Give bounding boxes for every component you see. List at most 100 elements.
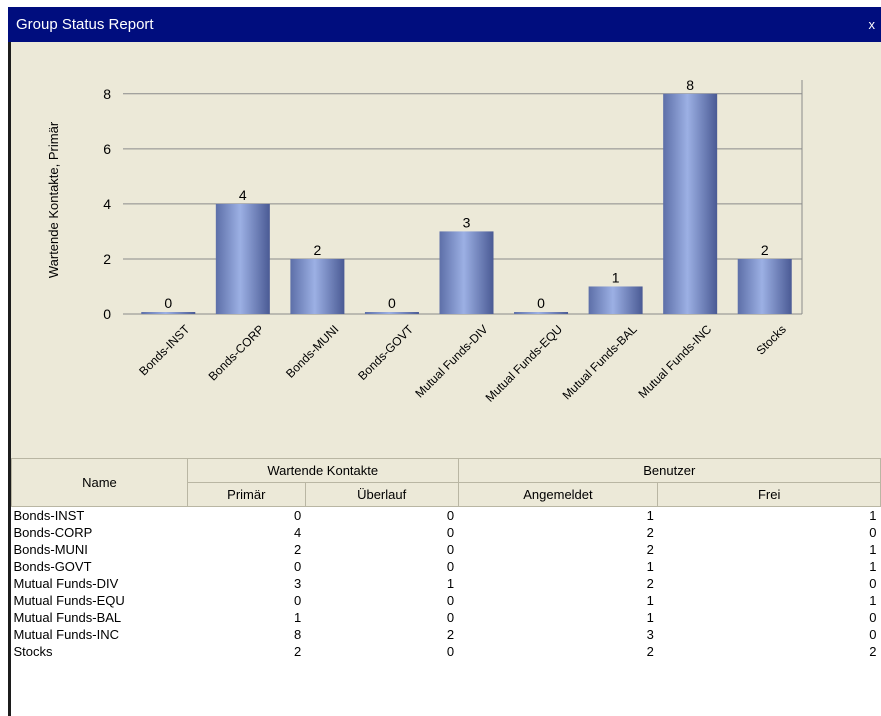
cell-logged-in: 1 <box>646 593 654 608</box>
cell-name: Bonds-GOVT <box>13 559 92 574</box>
bar <box>215 203 270 314</box>
bar-value-label: 2 <box>761 242 769 258</box>
x-tick-label: Stocks <box>753 322 788 357</box>
header-primary[interactable]: Primär <box>186 482 306 507</box>
cell-name: Stocks <box>13 644 53 659</box>
bar-value-label: 0 <box>388 295 396 311</box>
table-row[interactable]: Mutual Funds-INC 8 2 3 0 <box>12 626 881 643</box>
cell-logged-in: 2 <box>646 644 654 659</box>
cell-free: 0 <box>869 525 877 540</box>
window-left-edge <box>8 42 11 716</box>
bar-value-label: 4 <box>239 187 247 203</box>
cell-logged-in: 1 <box>646 559 654 574</box>
bar-chart: 0 4 2 0 3 0 1 8 2 0 2 4 6 8 Bonds-INST Bonds-CORP Bond… <box>46 77 803 405</box>
x-tick-label: Bonds-GOVT <box>355 322 416 383</box>
header-name[interactable]: Name <box>11 458 188 507</box>
cell-overflow: 0 <box>446 644 455 659</box>
x-tick-label: Bonds-INST <box>136 322 193 379</box>
cell-primary: 0 <box>294 593 302 608</box>
cell-primary: 4 <box>294 525 302 540</box>
table-row[interactable]: Bonds-GOVT 0 0 1 1 <box>12 558 881 575</box>
x-tick-label: Bonds-CORP <box>206 322 267 383</box>
bar <box>290 258 345 314</box>
cell-overflow: 0 <box>446 610 455 625</box>
x-tick-label: Bonds-MUNI <box>283 322 341 380</box>
bar-value-label: 8 <box>686 77 694 93</box>
cell-overflow: 2 <box>446 627 455 642</box>
cell-primary: 2 <box>294 542 302 557</box>
bar <box>514 312 569 314</box>
close-icon[interactable]: x <box>868 17 876 32</box>
cell-overflow: 0 <box>446 593 455 608</box>
table-row[interactable]: Bonds-INST 0 0 1 1 <box>12 507 881 525</box>
y-tick-label: 2 <box>103 251 111 267</box>
cell-logged-in: 2 <box>646 542 654 557</box>
x-tick-label: Mutual Funds-EQU <box>483 322 566 405</box>
cell-logged-in: 3 <box>646 627 654 642</box>
cell-name: Mutual Funds-DIV <box>13 576 119 591</box>
cell-logged-in: 2 <box>646 525 654 540</box>
bar <box>439 231 494 314</box>
table-row[interactable]: Mutual Funds-EQU 0 0 1 1 <box>12 592 881 609</box>
bar-value-label: 0 <box>164 295 172 311</box>
title-bar: Group Status Report x <box>8 7 881 42</box>
cell-name: Bonds-CORP <box>13 525 93 540</box>
cell-primary: 0 <box>294 559 302 574</box>
bar <box>663 93 718 314</box>
cell-name: Bonds-INST <box>13 508 85 523</box>
x-tick-label: Mutual Funds-DIV <box>412 322 490 400</box>
cell-free: 1 <box>869 542 877 557</box>
status-table: Name Wartende Kontakte Benutzer Primär Ü… <box>11 458 881 660</box>
table-row[interactable]: Mutual Funds-BAL 1 0 1 0 <box>12 609 881 626</box>
bar <box>141 312 196 314</box>
cell-free: 1 <box>869 559 877 574</box>
x-tick-label: Mutual Funds-BAL <box>560 322 640 402</box>
header-group-waiting: Wartende Kontakte <box>186 458 459 483</box>
y-tick-label: 0 <box>103 306 111 322</box>
y-tick-label: 8 <box>103 86 111 102</box>
cell-name: Mutual Funds-INC <box>13 627 119 642</box>
cell-overflow: 0 <box>446 559 455 574</box>
cell-overflow: 0 <box>446 525 455 540</box>
cell-name: Mutual Funds-EQU <box>13 593 125 608</box>
y-tick-label: 4 <box>103 196 111 212</box>
bar-value-label: 2 <box>313 242 321 258</box>
y-axis-title: Wartende Kontakte, Primär <box>46 121 61 278</box>
table-row[interactable]: Mutual Funds-DIV 3 1 2 0 <box>12 575 881 592</box>
cell-overflow: 0 <box>446 508 455 523</box>
cell-logged-in: 1 <box>646 610 654 625</box>
y-tick-label: 6 <box>103 141 111 157</box>
table-row[interactable]: Bonds-MUNI 2 0 2 1 <box>12 541 881 558</box>
cell-overflow: 0 <box>446 542 455 557</box>
cell-primary: 1 <box>294 610 302 625</box>
cell-free: 0 <box>869 627 877 642</box>
cell-name: Bonds-MUNI <box>13 542 88 557</box>
cell-free: 0 <box>869 576 877 591</box>
header-free[interactable]: Frei <box>657 482 881 507</box>
bar-value-label: 3 <box>463 214 471 230</box>
cell-primary: 3 <box>294 576 302 591</box>
bar-value-label: 1 <box>612 269 620 285</box>
cell-free: 0 <box>869 610 877 625</box>
header-overflow[interactable]: Überlauf <box>304 482 459 507</box>
bar <box>737 258 792 314</box>
bar-value-label: 0 <box>537 295 545 311</box>
cell-free: 2 <box>869 644 877 659</box>
x-tick-label: Mutual Funds-INC <box>636 322 715 401</box>
window-title: Group Status Report <box>16 16 154 33</box>
cell-logged-in: 1 <box>646 508 654 523</box>
cell-free: 1 <box>869 593 877 608</box>
table-row[interactable]: Stocks 2 0 2 2 <box>12 643 881 660</box>
header-group-users: Benutzer <box>457 458 881 483</box>
header-logged-in[interactable]: Angemeldet <box>457 482 659 507</box>
cell-logged-in: 2 <box>646 576 654 591</box>
table-row[interactable]: Bonds-CORP 4 0 2 0 <box>12 524 881 541</box>
cell-primary: 2 <box>294 644 302 659</box>
cell-name: Mutual Funds-BAL <box>13 610 122 625</box>
cell-overflow: 1 <box>446 576 455 591</box>
chart-panel: 0 4 2 0 3 0 1 8 2 0 2 4 6 8 Bonds-INST Bonds-CORP Bond… <box>11 42 881 458</box>
status-table-panel: Name Wartende Kontakte Benutzer Primär Ü… <box>11 458 881 716</box>
cell-primary: 0 <box>294 508 302 523</box>
cell-primary: 8 <box>294 627 302 642</box>
cell-free: 1 <box>869 508 877 523</box>
